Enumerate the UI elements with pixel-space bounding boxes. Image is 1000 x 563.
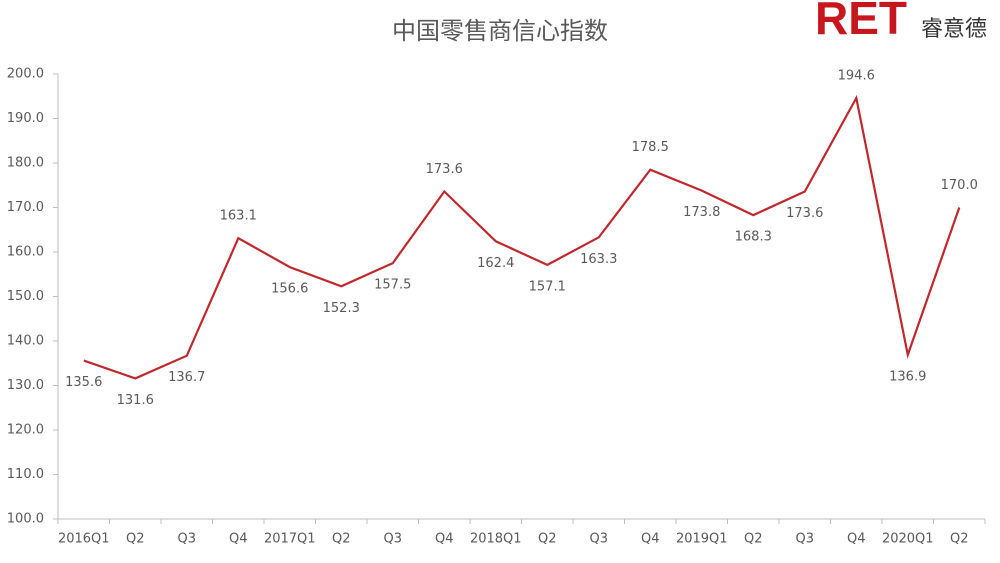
y-tick-label: 190.0 bbox=[7, 111, 44, 126]
y-tick-label: 120.0 bbox=[7, 423, 44, 438]
data-label: 168.3 bbox=[735, 230, 772, 245]
y-tick-label: 100.0 bbox=[7, 512, 44, 527]
data-label: 157.5 bbox=[374, 278, 411, 293]
data-label: 131.6 bbox=[117, 393, 154, 408]
data-label: 170.0 bbox=[941, 178, 978, 193]
x-tick-label: Q2 bbox=[950, 532, 969, 547]
data-label: 135.6 bbox=[65, 375, 102, 390]
data-label: 136.9 bbox=[889, 369, 926, 384]
data-label: 156.6 bbox=[271, 282, 308, 297]
x-tick-label: 2017Q1 bbox=[264, 532, 316, 547]
data-label: 157.1 bbox=[529, 279, 566, 294]
x-tick-label: 2019Q1 bbox=[676, 532, 728, 547]
y-tick-label: 200.0 bbox=[7, 67, 44, 82]
data-label: 173.6 bbox=[426, 162, 463, 177]
y-tick-label: 110.0 bbox=[7, 467, 44, 482]
x-tick-label: Q2 bbox=[538, 532, 557, 547]
y-tick-label: 140.0 bbox=[7, 334, 44, 349]
x-tick-label: Q4 bbox=[435, 532, 454, 547]
brand-logo: RET bbox=[815, 0, 907, 44]
data-label: 163.3 bbox=[580, 252, 617, 267]
x-tick-label: 2020Q1 bbox=[882, 532, 934, 547]
x-tick-label: Q3 bbox=[177, 532, 196, 547]
x-tick-label: Q2 bbox=[332, 532, 351, 547]
x-tick-label: Q2 bbox=[744, 532, 763, 547]
x-tick-label: Q4 bbox=[641, 532, 660, 547]
x-tick-label: Q3 bbox=[795, 532, 814, 547]
y-tick-label: 180.0 bbox=[7, 156, 44, 171]
data-label: 178.5 bbox=[632, 140, 669, 155]
y-tick-label: 160.0 bbox=[7, 245, 44, 260]
y-tick-label: 130.0 bbox=[7, 378, 44, 393]
line bbox=[83, 94, 961, 380]
x-tick-label: Q4 bbox=[229, 532, 248, 547]
data-label: 173.8 bbox=[683, 205, 720, 220]
y-tick-label: 150.0 bbox=[7, 289, 44, 304]
data-label: 194.6 bbox=[838, 69, 875, 84]
brand-name: 睿意德 bbox=[921, 17, 987, 42]
x-tick-label: Q3 bbox=[383, 532, 402, 547]
chart-title: 中国零售商信心指数 bbox=[392, 17, 608, 45]
x-tick-label: 2018Q1 bbox=[470, 532, 522, 547]
x-tick-label: Q2 bbox=[126, 532, 145, 547]
data-label: 173.6 bbox=[786, 206, 823, 221]
x-tick-label: 2016Q1 bbox=[58, 532, 110, 547]
x-tick-label: Q3 bbox=[589, 532, 608, 547]
data-label: 163.1 bbox=[220, 209, 257, 224]
x-tick-label: Q4 bbox=[847, 532, 866, 547]
y-tick-label: 170.0 bbox=[7, 200, 44, 215]
data-label: 162.4 bbox=[477, 256, 514, 271]
data-label: 152.3 bbox=[323, 301, 360, 316]
data-label: 136.7 bbox=[168, 370, 205, 385]
